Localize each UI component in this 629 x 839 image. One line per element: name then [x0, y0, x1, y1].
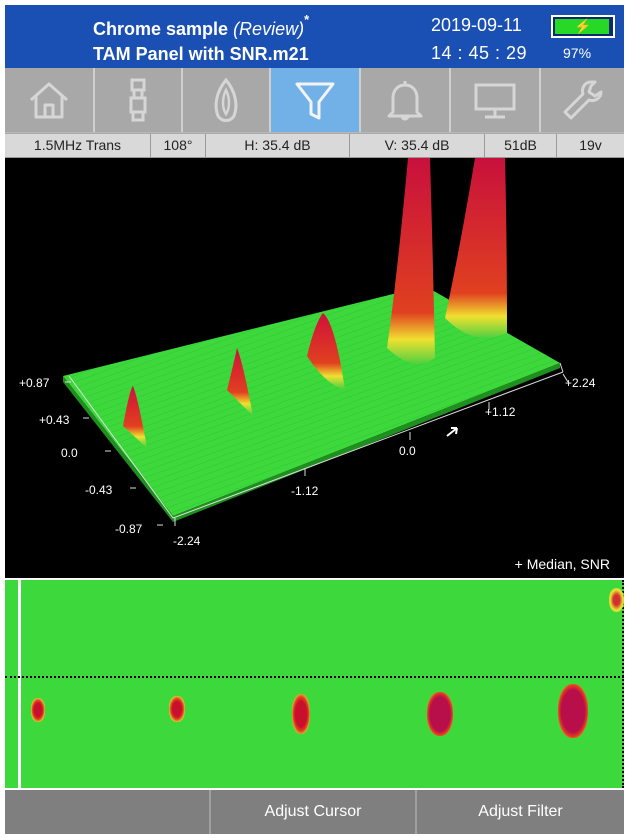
filter-button[interactable]: [271, 68, 361, 132]
v-gain-status: V: 35.4 dB: [350, 134, 485, 157]
title-bar: Chrome sample (Review)* TAM Panel with S…: [5, 5, 624, 68]
sample-name: Chrome sample: [93, 19, 229, 39]
scan-edge-marker: [620, 580, 624, 788]
main-toolbar: [5, 68, 624, 133]
home-icon: [30, 82, 68, 119]
left-tick-3: -0.43: [85, 483, 113, 497]
peak-2: [227, 348, 253, 416]
left-tick-2: 0.0: [61, 446, 78, 460]
setup-file-name: TAM Panel with SNR.m21: [93, 44, 309, 64]
blank-soft-button[interactable]: [5, 790, 211, 834]
vertical-cursor[interactable]: [18, 580, 21, 788]
plot-legend: + Median, SNR: [514, 556, 610, 572]
display-button[interactable]: [451, 68, 541, 132]
home-button[interactable]: [5, 68, 95, 132]
settings-button[interactable]: [541, 68, 624, 132]
front-axis: -2.24 -1.12 0.0 +1.12 +2.24: [173, 373, 596, 548]
battery-percent: 97%: [563, 45, 592, 61]
front-tick-0: -2.24: [173, 534, 201, 548]
file-title: Chrome sample (Review)*: [93, 12, 309, 40]
gain-status: 51dB: [485, 134, 557, 157]
probe-button[interactable]: [95, 68, 183, 132]
left-tick-1: +0.43: [39, 413, 70, 427]
surface-3d-view[interactable]: +0.87 +0.43 0.0 -0.43 -0.87 -2.24 -1.12 …: [5, 158, 624, 578]
bottom-button-bar: Adjust Cursor Adjust Filter: [5, 790, 624, 834]
c-scan-spot-3: [292, 694, 310, 734]
surface-3d-canvas: +0.87 +0.43 0.0 -0.43 -0.87 -2.24 -1.12 …: [19, 158, 596, 548]
mode-label: (Review): [233, 19, 305, 39]
front-tick-2: 0.0: [399, 444, 416, 458]
peak-4: [387, 158, 435, 365]
c-scan-view[interactable]: [5, 580, 624, 788]
voltage-status: 19v: [579, 137, 602, 153]
bell-icon: [387, 81, 423, 121]
peak-3: [307, 313, 345, 390]
wrench-icon: [563, 80, 602, 120]
adjust-cursor-button[interactable]: Adjust Cursor: [211, 790, 417, 834]
front-tick-4: +2.24: [565, 376, 596, 390]
front-tick-1: -1.12: [291, 484, 319, 498]
surface-plane: [63, 286, 560, 516]
left-tick-4: -0.87: [115, 522, 143, 536]
c-scan-spot-1: [31, 698, 45, 722]
status-bar: 1.5MHz Trans 108° H: 35.4 dB V: 35.4 dB …: [5, 133, 624, 158]
battery-icon: ⚡: [551, 15, 615, 38]
modified-flag: *: [304, 12, 310, 27]
front-tick-3: +1.12: [485, 405, 516, 419]
probe-status: 1.5MHz Trans: [5, 134, 151, 157]
horizontal-cursor[interactable]: [5, 676, 624, 678]
direction-arrow-icon: [446, 427, 458, 437]
time-display: 14 : 45 : 29: [431, 43, 528, 63]
charging-bolt-icon: ⚡: [574, 18, 592, 34]
c-scan-spot-5: [558, 684, 588, 738]
left-axis: +0.87 +0.43 0.0 -0.43 -0.87: [19, 376, 163, 536]
c-scan-spot-4: [427, 692, 453, 736]
alarm-button[interactable]: [361, 68, 451, 132]
date-display: 2019-09-11: [431, 15, 522, 35]
angle-status: 108°: [151, 134, 206, 157]
probe-icon: [129, 78, 147, 122]
peak-1: [123, 386, 147, 448]
material-button[interactable]: [183, 68, 271, 132]
material-icon: [214, 77, 238, 122]
monitor-icon: [474, 83, 516, 119]
adjust-filter-button[interactable]: Adjust Filter: [417, 790, 624, 834]
left-tick-0: +0.87: [19, 376, 50, 390]
c-scan-spot-2: [169, 696, 185, 722]
h-gain-status: H: 35.4 dB: [206, 134, 350, 157]
c-scan-corner-mark: [609, 588, 624, 612]
filter-icon: [295, 82, 335, 120]
peak-5: [445, 158, 507, 338]
